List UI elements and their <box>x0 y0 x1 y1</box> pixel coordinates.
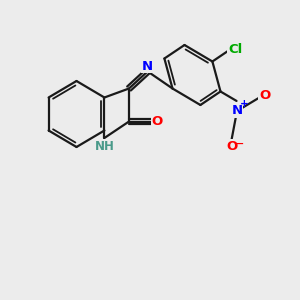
Text: N: N <box>141 59 153 73</box>
Text: N: N <box>231 104 243 118</box>
Text: Cl: Cl <box>228 44 242 56</box>
Text: −: − <box>235 139 245 149</box>
Text: O: O <box>226 140 237 153</box>
Text: +: + <box>240 99 249 110</box>
Text: O: O <box>152 115 163 128</box>
Text: NH: NH <box>95 140 115 153</box>
Text: O: O <box>259 89 270 102</box>
